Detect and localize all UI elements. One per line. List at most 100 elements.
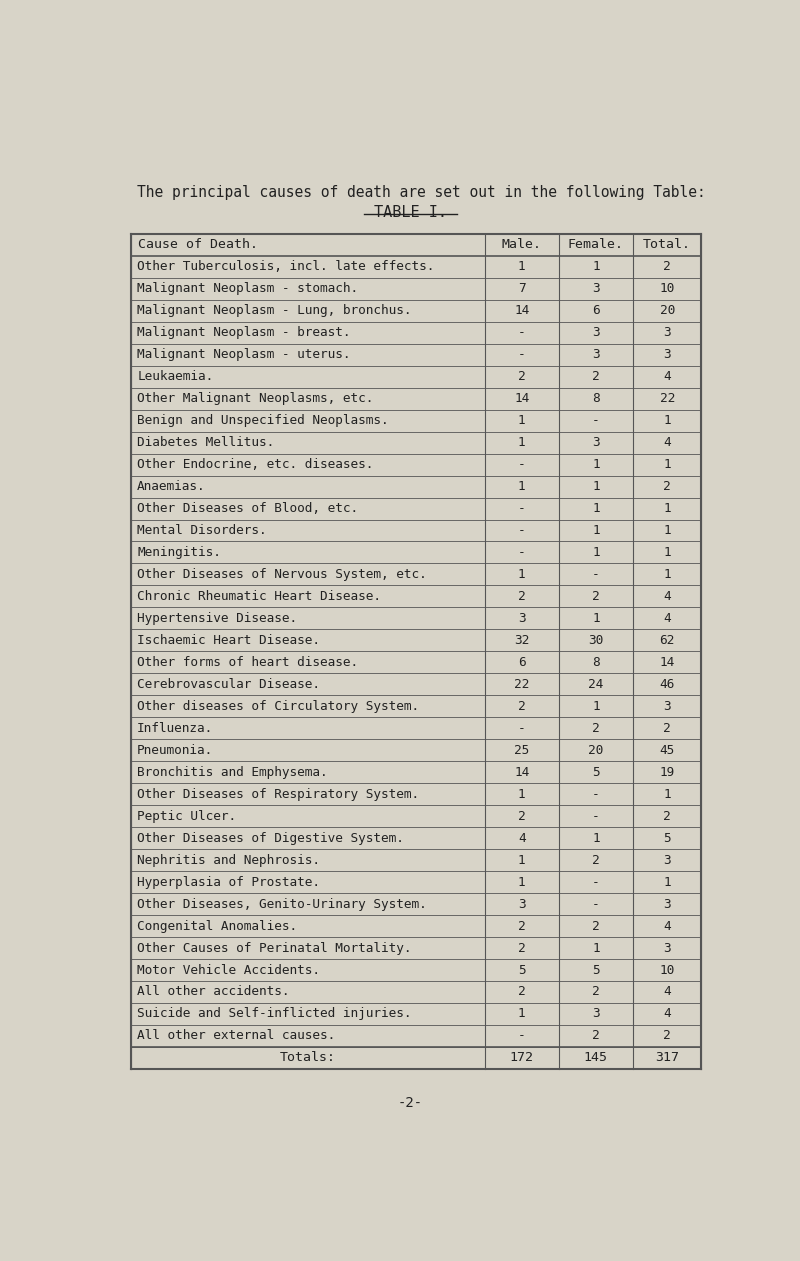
Text: Motor Vehicle Accidents.: Motor Vehicle Accidents. bbox=[138, 963, 320, 976]
Text: 2: 2 bbox=[518, 919, 526, 933]
Text: 46: 46 bbox=[659, 678, 675, 691]
Text: 1: 1 bbox=[663, 567, 671, 581]
Text: 1: 1 bbox=[518, 875, 526, 889]
Text: Nephritis and Nephrosis.: Nephritis and Nephrosis. bbox=[138, 854, 320, 866]
Text: 1: 1 bbox=[663, 546, 671, 559]
Text: 3: 3 bbox=[663, 700, 671, 712]
Text: 2: 2 bbox=[592, 590, 600, 603]
Text: 1: 1 bbox=[592, 832, 600, 845]
Text: Diabetes Mellitus.: Diabetes Mellitus. bbox=[138, 436, 274, 449]
Text: 19: 19 bbox=[659, 765, 675, 779]
Text: 2: 2 bbox=[592, 371, 600, 383]
Text: 2: 2 bbox=[663, 260, 671, 274]
Text: 1: 1 bbox=[592, 525, 600, 537]
Text: 7: 7 bbox=[518, 282, 526, 295]
Text: 30: 30 bbox=[588, 634, 603, 647]
Text: 20: 20 bbox=[588, 744, 603, 757]
Text: Chronic Rheumatic Heart Disease.: Chronic Rheumatic Heart Disease. bbox=[138, 590, 381, 603]
Text: 1: 1 bbox=[592, 502, 600, 514]
Text: Influenza.: Influenza. bbox=[138, 721, 214, 735]
Text: Pneumonia.: Pneumonia. bbox=[138, 744, 214, 757]
Text: 2: 2 bbox=[592, 986, 600, 999]
Text: 6: 6 bbox=[518, 656, 526, 668]
Text: Other Causes of Perinatal Mortality.: Other Causes of Perinatal Mortality. bbox=[138, 942, 412, 955]
Text: Anaemias.: Anaemias. bbox=[138, 480, 206, 493]
Text: 2: 2 bbox=[518, 986, 526, 999]
Text: 4: 4 bbox=[663, 612, 671, 625]
Text: -: - bbox=[518, 525, 526, 537]
Text: 2: 2 bbox=[518, 590, 526, 603]
Text: Other Diseases of Blood, etc.: Other Diseases of Blood, etc. bbox=[138, 502, 358, 514]
Text: -: - bbox=[592, 788, 600, 801]
Text: Mental Disorders.: Mental Disorders. bbox=[138, 525, 267, 537]
Text: 1: 1 bbox=[518, 414, 526, 427]
Text: 4: 4 bbox=[663, 590, 671, 603]
Text: 2: 2 bbox=[518, 371, 526, 383]
Text: 3: 3 bbox=[663, 898, 671, 910]
Text: 1: 1 bbox=[663, 788, 671, 801]
Text: 2: 2 bbox=[663, 810, 671, 822]
Text: 2: 2 bbox=[592, 919, 600, 933]
Text: 1: 1 bbox=[592, 480, 600, 493]
Text: Malignant Neoplasm - breast.: Malignant Neoplasm - breast. bbox=[138, 327, 350, 339]
Text: Other diseases of Circulatory System.: Other diseases of Circulatory System. bbox=[138, 700, 419, 712]
Text: Hyperplasia of Prostate.: Hyperplasia of Prostate. bbox=[138, 875, 320, 889]
Text: 1: 1 bbox=[518, 1008, 526, 1020]
Text: 3: 3 bbox=[663, 348, 671, 361]
Text: 1: 1 bbox=[592, 942, 600, 955]
Text: 4: 4 bbox=[663, 919, 671, 933]
Text: 14: 14 bbox=[514, 304, 530, 318]
Text: 2: 2 bbox=[592, 1029, 600, 1043]
Text: 8: 8 bbox=[592, 392, 600, 405]
Text: 1: 1 bbox=[663, 502, 671, 514]
Text: 1: 1 bbox=[663, 525, 671, 537]
Text: 5: 5 bbox=[663, 832, 671, 845]
Text: Other Tuberculosis, incl. late effects.: Other Tuberculosis, incl. late effects. bbox=[138, 260, 434, 274]
Text: 22: 22 bbox=[659, 392, 675, 405]
Text: Totals:: Totals: bbox=[280, 1052, 336, 1064]
Text: -: - bbox=[518, 721, 526, 735]
Text: 25: 25 bbox=[514, 744, 530, 757]
Text: 2: 2 bbox=[592, 721, 600, 735]
Text: Total.: Total. bbox=[643, 238, 691, 251]
Text: 3: 3 bbox=[518, 612, 526, 625]
Text: 4: 4 bbox=[663, 1008, 671, 1020]
Text: 22: 22 bbox=[514, 678, 530, 691]
Text: 10: 10 bbox=[659, 963, 675, 976]
Text: 20: 20 bbox=[659, 304, 675, 318]
Text: 3: 3 bbox=[518, 898, 526, 910]
Text: 2: 2 bbox=[518, 942, 526, 955]
Text: -: - bbox=[518, 502, 526, 514]
Text: Female.: Female. bbox=[568, 238, 624, 251]
Text: Peptic Ulcer.: Peptic Ulcer. bbox=[138, 810, 236, 822]
Text: 1: 1 bbox=[663, 414, 671, 427]
Text: Benign and Unspecified Neoplasms.: Benign and Unspecified Neoplasms. bbox=[138, 414, 389, 427]
Text: Congenital Anomalies.: Congenital Anomalies. bbox=[138, 919, 298, 933]
Text: 5: 5 bbox=[518, 963, 526, 976]
Text: 3: 3 bbox=[592, 436, 600, 449]
Text: 32: 32 bbox=[514, 634, 530, 647]
Text: The principal causes of death are set out in the following Table:: The principal causes of death are set ou… bbox=[138, 185, 706, 200]
Text: 3: 3 bbox=[592, 327, 600, 339]
Text: -: - bbox=[518, 458, 526, 472]
Text: Other Diseases of Nervous System, etc.: Other Diseases of Nervous System, etc. bbox=[138, 567, 427, 581]
Text: Cerebrovascular Disease.: Cerebrovascular Disease. bbox=[138, 678, 320, 691]
Text: 1: 1 bbox=[592, 458, 600, 472]
Text: Bronchitis and Emphysema.: Bronchitis and Emphysema. bbox=[138, 765, 328, 779]
Text: 24: 24 bbox=[588, 678, 603, 691]
Text: 2: 2 bbox=[518, 700, 526, 712]
Text: 1: 1 bbox=[592, 612, 600, 625]
Text: Other Endocrine, etc. diseases.: Other Endocrine, etc. diseases. bbox=[138, 458, 374, 472]
Text: 3: 3 bbox=[663, 854, 671, 866]
Text: 8: 8 bbox=[592, 656, 600, 668]
Text: 3: 3 bbox=[592, 282, 600, 295]
Text: TABLE I.: TABLE I. bbox=[374, 204, 446, 219]
Text: 1: 1 bbox=[592, 546, 600, 559]
Text: 4: 4 bbox=[663, 436, 671, 449]
Text: 3: 3 bbox=[663, 327, 671, 339]
Text: 6: 6 bbox=[592, 304, 600, 318]
Text: Other Diseases of Respiratory System.: Other Diseases of Respiratory System. bbox=[138, 788, 419, 801]
Text: 4: 4 bbox=[663, 986, 671, 999]
Text: Suicide and Self-inflicted injuries.: Suicide and Self-inflicted injuries. bbox=[138, 1008, 412, 1020]
Text: 317: 317 bbox=[655, 1052, 679, 1064]
